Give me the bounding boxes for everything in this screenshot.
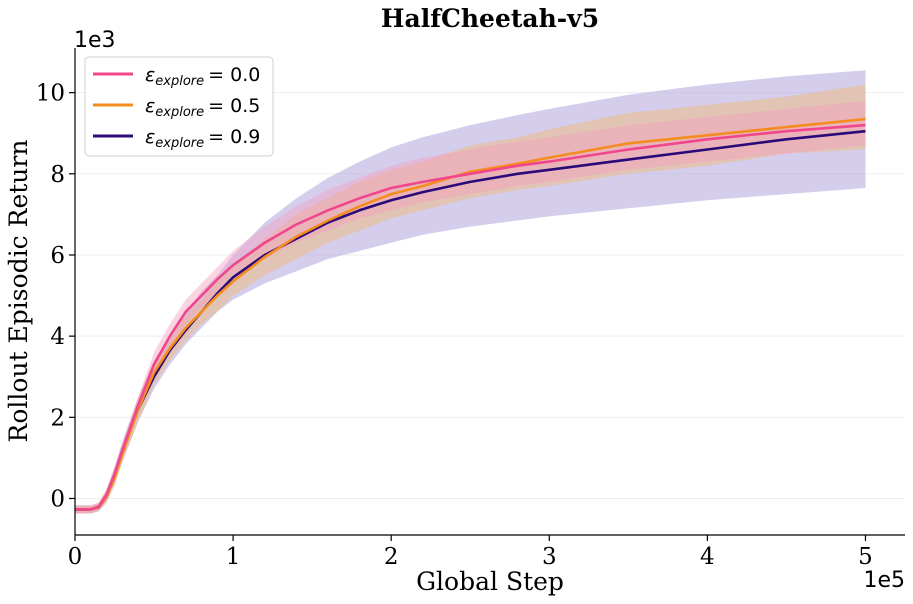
y-tick-label: 6 [50,243,65,269]
x-tick-label: 3 [542,544,557,570]
legend-frame [84,56,274,157]
legend-label: εexplore = 0.5 [145,95,260,120]
y-tick-label: 0 [50,486,65,512]
x-tick-label: 1 [226,544,241,570]
x-tick-label: 0 [68,544,83,570]
confidence-band-2 [75,70,866,514]
legend-item-0: εexplore = 0.0 [93,64,260,89]
x-tick-label: 4 [700,544,715,570]
y-axis-label: Rollout Episodic Return [4,140,33,443]
legend-label: εexplore = 0.9 [145,126,260,151]
y-tick-label: 8 [50,162,65,188]
series-line-0 [75,123,866,511]
legend-item-1: εexplore = 0.5 [93,95,260,120]
y-offset-label: 1e3 [74,28,116,53]
chart-title: HalfCheetah-v5 [381,4,599,33]
legend-item-2: εexplore = 0.9 [93,126,260,151]
y-tick-label: 2 [50,405,65,431]
y-tick-label: 4 [50,324,65,350]
y-tick-label: 10 [36,81,65,107]
x-axis-label: Global Step [416,567,564,596]
x-tick-label: 5 [858,544,873,570]
line-layer [75,117,866,511]
x-ticks: 0 1 2 3 4 5 [68,535,873,570]
confidence-band-0 [75,100,866,514]
legend-label: εexplore = 0.0 [145,64,260,89]
x-tick-label: 2 [384,544,399,570]
x-offset-label: 1e5 [863,568,905,593]
y-ticks: 0 2 4 6 8 10 [36,81,75,512]
legend: εexplore = 0.0 εexplore = 0.5 εexplore = 0.… [84,56,274,157]
